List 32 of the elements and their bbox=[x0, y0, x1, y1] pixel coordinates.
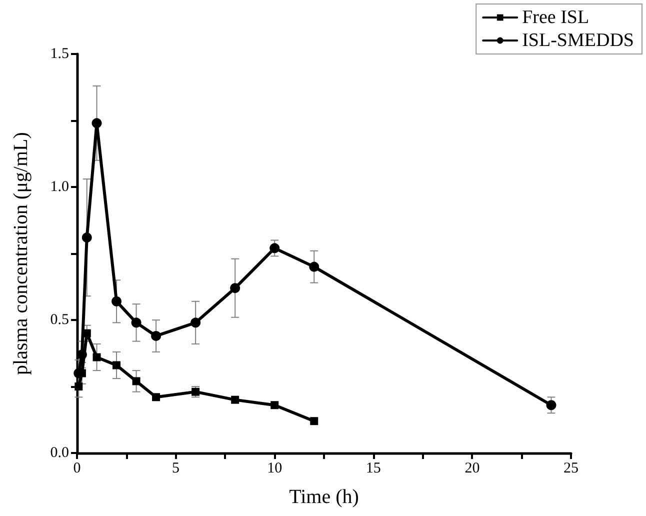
y-tick-label: 1.5 bbox=[50, 46, 69, 62]
point bbox=[231, 396, 240, 404]
point bbox=[112, 296, 122, 306]
x-tick-label: 20 bbox=[464, 460, 480, 476]
point bbox=[270, 401, 279, 410]
point bbox=[82, 232, 92, 243]
x-tick-label: 0 bbox=[73, 460, 81, 476]
point bbox=[92, 118, 102, 128]
y-axis-title: plasma concentration (μg/mL) bbox=[10, 132, 32, 375]
legend-label: ISL-SMEDDS bbox=[522, 30, 634, 51]
point bbox=[546, 400, 556, 410]
point bbox=[230, 283, 240, 294]
y-tick-label: 0.0 bbox=[50, 445, 69, 461]
x-tick-label: 10 bbox=[267, 460, 282, 476]
point bbox=[151, 330, 162, 341]
point bbox=[152, 393, 160, 402]
y-tick-label: 0.5 bbox=[50, 312, 69, 328]
x-tick-label: 25 bbox=[564, 460, 578, 476]
point bbox=[309, 262, 320, 272]
x-tick-label: 15 bbox=[366, 460, 381, 476]
point bbox=[132, 377, 140, 386]
point bbox=[92, 353, 101, 362]
point bbox=[112, 361, 121, 370]
point bbox=[131, 318, 142, 328]
point bbox=[192, 388, 200, 396]
y-tick-label: 1.0 bbox=[50, 179, 69, 195]
legend-label: Free ISL bbox=[522, 7, 590, 28]
point bbox=[270, 243, 280, 254]
x-axis-title: Time (h) bbox=[289, 486, 359, 508]
x-tick-label: 5 bbox=[172, 460, 180, 476]
point bbox=[310, 417, 318, 426]
point bbox=[190, 318, 201, 328]
